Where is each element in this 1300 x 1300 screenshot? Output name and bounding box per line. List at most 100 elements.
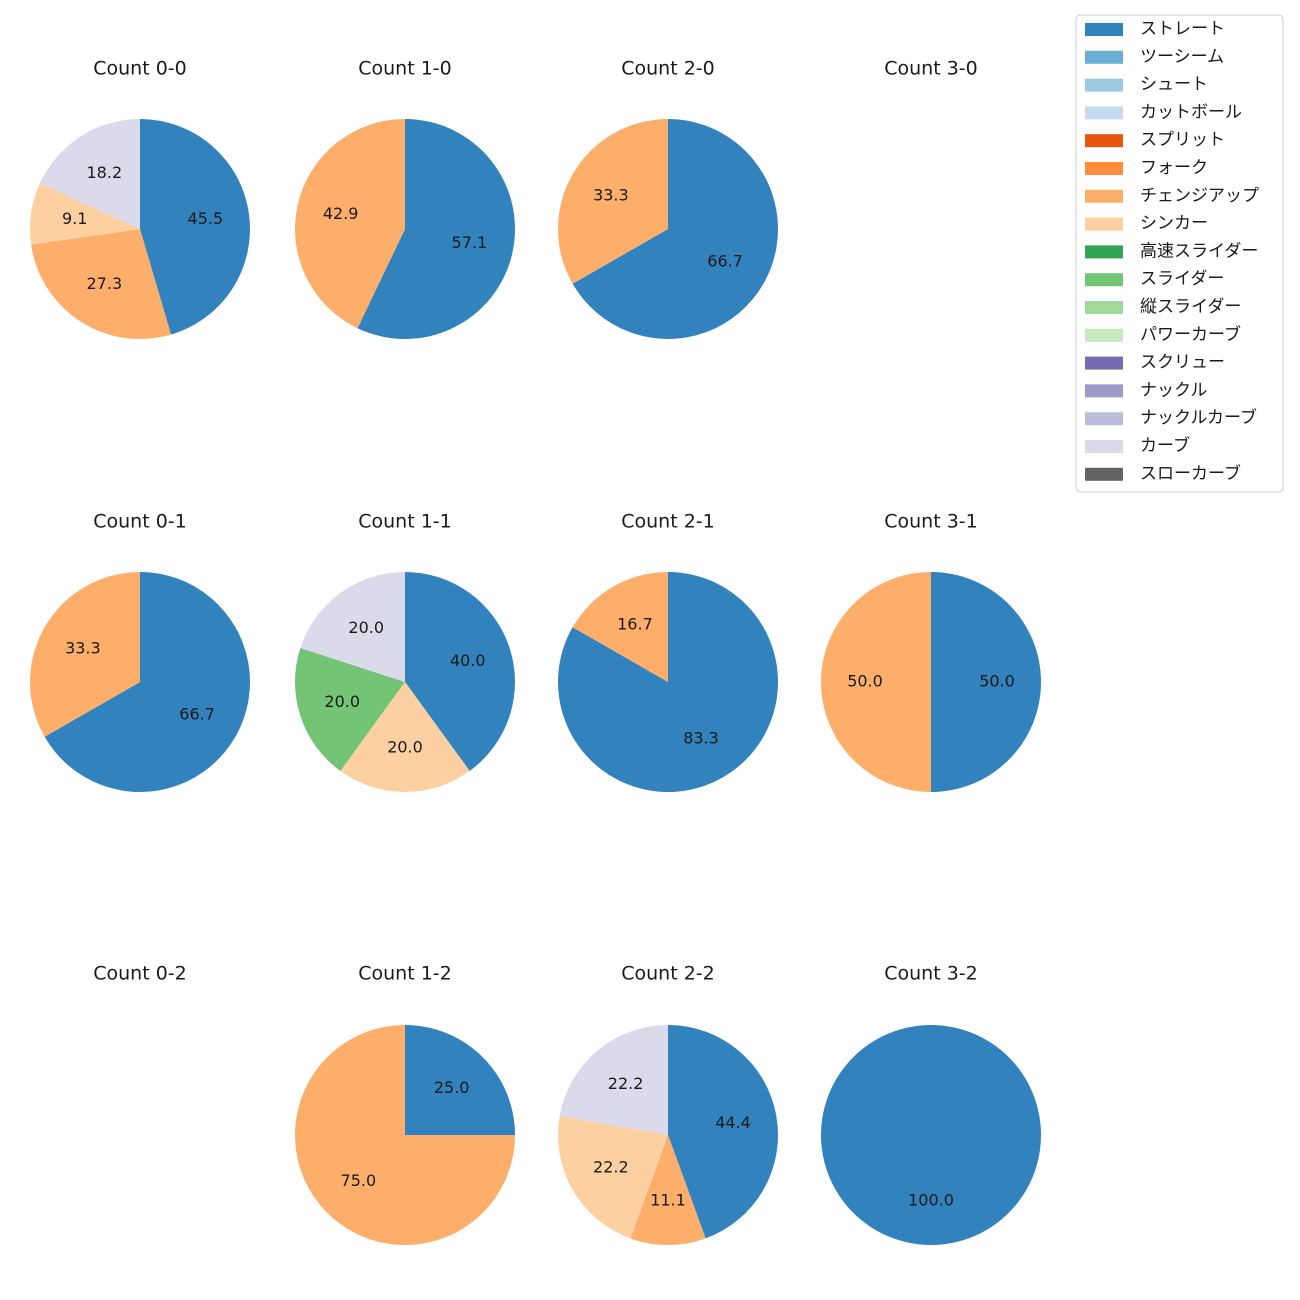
legend-label: スクリュー	[1140, 353, 1225, 373]
pie-count-0-1: Count 0-1 66.7 33.3	[29, 511, 250, 792]
legend-swatch	[1085, 384, 1123, 398]
pie-slice	[140, 119, 250, 335]
pie-slice-label: 20.0	[387, 738, 423, 757]
pie-slice-label: 66.7	[179, 705, 215, 724]
legend-swatch	[1085, 328, 1123, 342]
legend-swatch	[1085, 356, 1123, 370]
pie-slice	[557, 1115, 668, 1239]
pie-slice-label: 11.1	[650, 1191, 686, 1210]
legend-swatch	[1085, 217, 1123, 231]
pie-slice-label: 33.3	[593, 185, 629, 204]
legend-item: フォーク	[1085, 158, 1208, 178]
pie-slice-label: 25.0	[434, 1078, 470, 1097]
pie-slice	[300, 572, 405, 682]
legend-item: チェンジアップ	[1085, 186, 1259, 206]
pie-slice	[294, 648, 405, 771]
legend-swatch	[1085, 273, 1123, 287]
pie-title: Count 3-0	[884, 58, 978, 80]
pie-slice	[340, 682, 470, 793]
legend-label: カットボール	[1140, 102, 1242, 122]
pie-count-2-2: Count 2-2 44.4 11.1 22.2 22.2	[557, 963, 779, 1246]
pie-slice-label: 27.3	[87, 274, 123, 293]
legend-item: パワーカーブ	[1085, 324, 1241, 345]
pie-slice	[931, 572, 1041, 792]
legend-item: カーブ	[1085, 435, 1190, 456]
pie-slice-label: 42.9	[323, 204, 359, 223]
pie-slice	[295, 119, 405, 329]
legend-item: 高速スライダー	[1085, 241, 1258, 261]
legend-item: カットボール	[1085, 102, 1242, 122]
legend-label: スプリット	[1140, 130, 1225, 150]
pie-slice	[44, 572, 250, 792]
legend-swatch	[1085, 412, 1123, 426]
legend-swatch	[1085, 301, 1123, 314]
pie-slice	[557, 119, 668, 284]
pie-count-0-2: Count 0-2	[93, 963, 187, 985]
legend-item: ツーシーム	[1085, 47, 1224, 67]
pie-grid: Count 0-0 45.5 27.3 9.1 18.2 Count 1-0 57.1 42.…	[29, 58, 1041, 1246]
pie-slice-label: 20.0	[324, 692, 360, 711]
pie-title: Count 0-1	[93, 511, 187, 533]
legend-frame	[1075, 14, 1284, 493]
pie-slice	[29, 572, 141, 737]
pie-slice-label: 18.2	[87, 163, 123, 182]
pie-slice	[405, 1025, 515, 1135]
legend-label: 高速スライダー	[1140, 241, 1258, 261]
pie-slice-label: 9.1	[62, 209, 87, 228]
legend-label: シンカー	[1140, 214, 1208, 234]
legend-label: パワーカーブ	[1140, 324, 1241, 345]
pie-slice-label: 50.0	[979, 672, 1015, 691]
legend-label: 縦スライダー	[1140, 297, 1241, 317]
pie-slice-label: 22.2	[593, 1158, 629, 1177]
legend-swatch	[1085, 134, 1123, 148]
pie-slice	[357, 119, 516, 339]
legend-item: ナックルカーブ	[1085, 407, 1257, 428]
pie-slice-label: 57.1	[452, 233, 488, 252]
pie-slice	[572, 572, 668, 682]
pie-slice	[668, 1025, 779, 1239]
legend-item: ストレート	[1085, 19, 1225, 39]
pie-title: Count 2-2	[621, 963, 715, 985]
pie-slice	[39, 119, 140, 229]
pie-slice-label: 50.0	[847, 672, 883, 691]
pie-count-2-1: Count 2-1 83.3 16.7	[557, 511, 778, 792]
pie-count-3-2: Count 3-2 100.0	[821, 963, 1041, 1245]
pie-slice	[295, 1025, 515, 1245]
legend-swatch	[1085, 189, 1123, 203]
legend-item: シンカー	[1085, 214, 1208, 234]
legend-label: ツーシーム	[1140, 47, 1224, 67]
legend-swatch	[1085, 440, 1123, 453]
legend-label: フォーク	[1140, 158, 1208, 178]
pie-slice-label: 83.3	[683, 729, 719, 748]
pie-slice	[572, 119, 778, 339]
pie-slice-label: 45.5	[188, 209, 224, 228]
pie-count-0-0: Count 0-0 45.5 27.3 9.1 18.2	[30, 58, 250, 339]
legend-item: スライダー	[1085, 269, 1224, 289]
pie-count-2-0: Count 2-0 66.7 33.3	[557, 58, 778, 339]
legend-label: スローカーブ	[1140, 463, 1241, 484]
legend-swatch	[1085, 245, 1123, 259]
pie-slice-label: 100.0	[908, 1191, 954, 1210]
pie-count-1-2: Count 1-2 25.0 75.0	[295, 963, 515, 1245]
pie-slice-label: 75.0	[341, 1171, 377, 1190]
legend-item: スローカーブ	[1085, 463, 1241, 484]
pie-slice	[557, 572, 778, 792]
legend: ストレートツーシームシュートカットボールスプリットフォークチェンジアップシンカー…	[1075, 14, 1284, 493]
pie-slice	[559, 1025, 668, 1135]
legend-item: スクリュー	[1085, 353, 1225, 373]
legend-swatch	[1085, 78, 1123, 92]
pie-count-1-0: Count 1-0 57.1 42.9	[295, 58, 516, 339]
legend-item: 縦スライダー	[1085, 297, 1241, 317]
pie-title: Count 3-1	[884, 511, 978, 533]
pie-slice-label: 40.0	[450, 651, 486, 670]
pie-slice-label: 20.0	[348, 618, 384, 637]
pie-slice-label: 44.4	[715, 1113, 751, 1132]
legend-label: チェンジアップ	[1140, 186, 1259, 206]
pie-title: Count 3-2	[884, 963, 978, 985]
legend-swatch	[1085, 23, 1123, 36]
pie-count-1-1: Count 1-1 40.0 20.0 20.0 20.0	[294, 511, 516, 793]
legend-swatch	[1085, 162, 1123, 175]
legend-label: カーブ	[1140, 435, 1190, 456]
pie-slice-label: 66.7	[707, 252, 743, 271]
pie-slice-label: 16.7	[617, 614, 653, 633]
